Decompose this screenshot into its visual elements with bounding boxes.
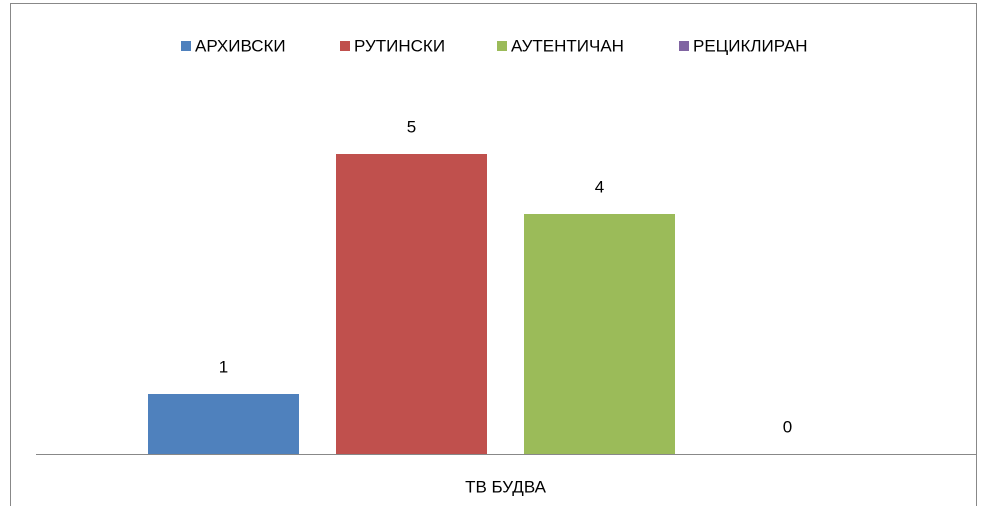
legend-label: РЕЦИКЛИРАН	[693, 36, 808, 55]
bar	[336, 154, 487, 454]
legend-label: АРХИВСКИ	[195, 36, 286, 55]
legend-swatch	[679, 41, 689, 51]
data-label: 1	[219, 357, 228, 376]
legend-swatch	[497, 41, 507, 51]
bar	[148, 394, 299, 454]
bar	[524, 214, 675, 454]
data-label: 0	[783, 417, 792, 436]
data-label: 5	[407, 117, 416, 136]
legend-swatch	[340, 41, 350, 51]
data-label: 4	[595, 177, 604, 196]
legend-label: РУТИНСКИ	[354, 36, 445, 55]
legend-label: АУТЕНТИЧАН	[511, 36, 624, 55]
x-tick-label: ТВ БУДВА	[465, 477, 547, 496]
legend-swatch	[181, 41, 191, 51]
